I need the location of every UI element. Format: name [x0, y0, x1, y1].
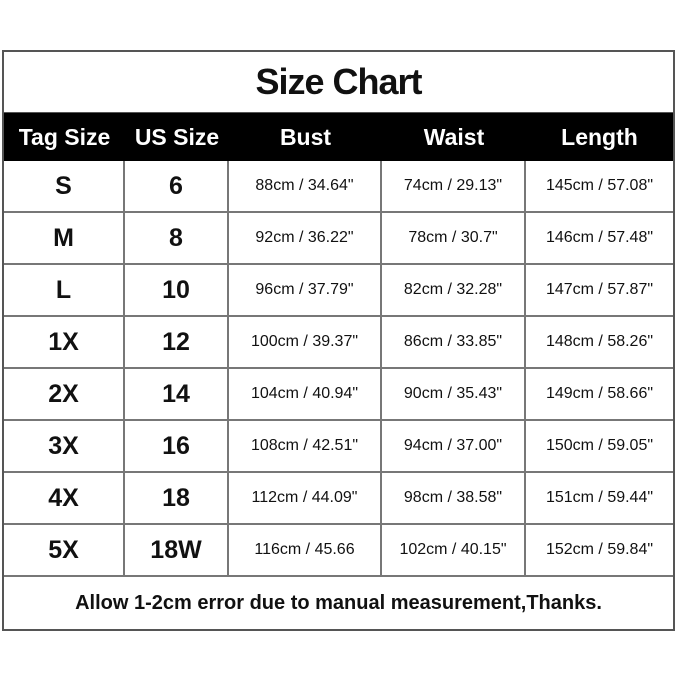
table-row: 1X 12 100cm / 39.37" 86cm / 33.85" 148cm / 5…: [4, 317, 673, 369]
cell-waist: 86cm / 33.85": [382, 317, 526, 367]
cell-length: 149cm / 58.66": [545, 385, 654, 402]
table-title: Size Chart: [4, 52, 673, 113]
cell-bust: 108cm / 42.51": [229, 421, 382, 471]
header-us-size: US Size: [134, 123, 220, 150]
header-waist: Waist: [423, 123, 485, 150]
table-row: 5X 18W 116cm / 45.66 102cm / 40.15" 152cm / …: [4, 525, 673, 577]
cell-bust: 116cm / 45.66: [229, 525, 382, 575]
size-chart-table: Size Chart Tag Size US Size Bust Waist L…: [2, 50, 675, 631]
cell-tag-size: 1X: [4, 317, 125, 367]
table-row: 3X 16 108cm / 42.51" 94cm / 37.00" 150cm / 5…: [4, 421, 673, 473]
footer-note: Allow 1-2cm error due to manual measurem…: [75, 591, 602, 614]
table-row: 4X 18 112cm / 44.09" 98cm / 38.58" 151cm / 5…: [4, 473, 673, 525]
cell-us-size: 18W: [125, 525, 229, 575]
table-row: 2X 14 104cm / 40.94" 90cm / 35.43" 149cm / 5…: [4, 369, 673, 421]
table-row: M 8 92cm / 36.22" 78cm / 30.7" 146cm / 57.48…: [4, 213, 673, 265]
cell-waist: 94cm / 37.00": [382, 421, 526, 471]
cell-tag-size: S: [4, 161, 125, 211]
table-row: S 6 88cm / 34.64" 74cm / 29.13" 145cm / 57.0…: [4, 161, 673, 213]
header-bust: Bust: [279, 123, 332, 150]
cell-bust: 112cm / 44.09": [229, 473, 382, 523]
cell-us-size: 8: [125, 213, 229, 263]
cell-tag-size: 4X: [4, 473, 125, 523]
cell-us-size: 16: [125, 421, 229, 471]
cell-waist: 78cm / 30.7": [382, 213, 526, 263]
cell-us-size: 6: [125, 161, 229, 211]
table-row: L 10 96cm / 37.79" 82cm / 32.28" 147cm / 57.…: [4, 265, 673, 317]
cell-tag-size: 2X: [4, 369, 125, 419]
header-length: Length: [561, 123, 638, 150]
cell-us-size: 10: [125, 265, 229, 315]
cell-bust: 104cm / 40.94": [229, 369, 382, 419]
cell-bust: 96cm / 37.79": [229, 265, 382, 315]
cell-waist: 74cm / 29.13": [382, 161, 526, 211]
cell-length: 150cm / 59.05": [545, 437, 654, 454]
cell-tag-size: 3X: [4, 421, 125, 471]
cell-bust: 100cm / 39.37": [229, 317, 382, 367]
cell-length: 151cm / 59.44": [545, 489, 654, 506]
cell-tag-size: L: [4, 265, 125, 315]
cell-tag-size: M: [4, 213, 125, 263]
cell-length: 145cm / 57.08": [545, 177, 654, 194]
cell-length: 146cm / 57.48": [545, 229, 654, 246]
cell-us-size: 18: [125, 473, 229, 523]
cell-us-size: 12: [125, 317, 229, 367]
header-row: Tag Size US Size Bust Waist Length: [4, 113, 673, 161]
cell-bust: 92cm / 36.22": [229, 213, 382, 263]
cell-tag-size: 5X: [4, 525, 125, 575]
cell-waist: 98cm / 38.58": [382, 473, 526, 523]
cell-waist: 90cm / 35.43": [382, 369, 526, 419]
cell-bust: 88cm / 34.64": [229, 161, 382, 211]
cell-length: 148cm / 58.26": [545, 333, 654, 350]
cell-length: 147cm / 57.87": [545, 281, 654, 298]
cell-waist: 102cm / 40.15": [382, 525, 526, 575]
header-tag-size: Tag Size: [18, 123, 111, 150]
cell-us-size: 14: [125, 369, 229, 419]
cell-length: 152cm / 59.84": [545, 541, 654, 558]
cell-waist: 82cm / 32.28": [382, 265, 526, 315]
